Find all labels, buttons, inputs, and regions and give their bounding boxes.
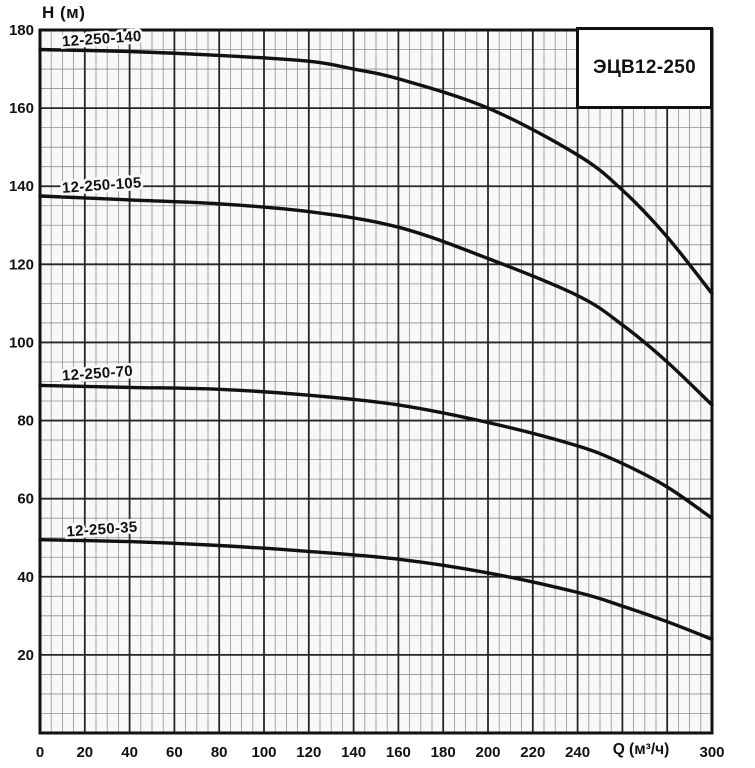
x-tick-label: 300	[699, 744, 724, 761]
x-tick-label: 120	[296, 744, 321, 761]
chart-title: ЭЦВ12-250	[593, 57, 696, 78]
y-tick-label: 20	[17, 647, 34, 664]
x-tick-label: 140	[341, 744, 366, 761]
x-tick-label: 240	[565, 744, 590, 761]
curve-12-250-140	[38, 47, 714, 296]
x-tick-label: 0	[36, 744, 44, 761]
y-tick-label: 160	[9, 100, 34, 117]
x-tick-label: 160	[386, 744, 411, 761]
x-tick-label: 200	[475, 744, 500, 761]
x-tick-labels: 0 20 40 60 80 100 120 140 160 180 200 220 240 300	[36, 744, 725, 761]
y-tick-label: 40	[17, 569, 34, 586]
y-tick-label: 120	[9, 256, 34, 273]
x-axis-title: Q (м³/ч)	[612, 741, 670, 758]
x-tick-label: 40	[121, 744, 138, 761]
chart-title-box: ЭЦВ12-250	[576, 27, 713, 109]
y-axis-title: H (м)	[42, 3, 86, 22]
y-tick-labels: 20 40 60 80 100 120 140 160 180	[9, 22, 34, 664]
x-tick-label: 20	[76, 744, 93, 761]
y-tick-label: 100	[9, 334, 34, 351]
x-tick-label: 60	[166, 744, 183, 761]
curve-12-250-105	[38, 194, 714, 407]
y-tick-label: 180	[9, 22, 34, 39]
curve-12-250-35	[38, 538, 714, 641]
x-tick-label: 180	[431, 744, 456, 761]
grid-major	[40, 30, 712, 733]
curves	[38, 47, 714, 641]
y-tick-label: 80	[17, 413, 34, 430]
x-tick-label: 100	[251, 744, 276, 761]
plot-border	[38, 28, 714, 735]
grid-minor	[40, 30, 712, 733]
curve-12-250-70	[38, 383, 714, 520]
x-tick-label: 80	[211, 744, 228, 761]
x-tick-label: 220	[520, 744, 545, 761]
y-tick-label: 140	[9, 178, 34, 195]
y-tick-label: 60	[17, 491, 34, 508]
